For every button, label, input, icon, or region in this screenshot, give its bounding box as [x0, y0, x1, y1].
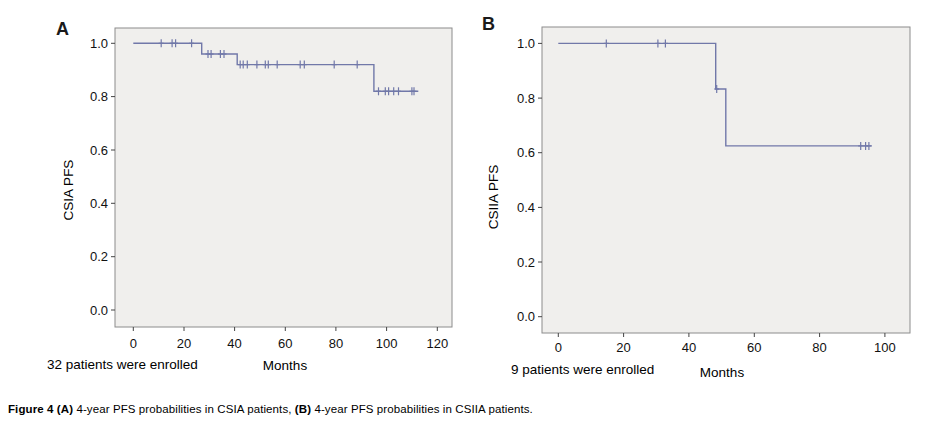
y-tick-label: 0.4 — [517, 200, 535, 215]
km-plot-svg: 0 20 40 60 80 100 1.0 0.8 0.6 0.4 0.2 0.0 — [464, 0, 928, 400]
y-tick-label: 1.0 — [90, 36, 108, 51]
panel-b-footnote: 9 patients were enrolled — [511, 362, 654, 377]
figure-page: A CSIA PFS 0204060801001201.00.80.60.40.… — [0, 0, 928, 433]
x-tick-label: 20 — [616, 340, 630, 355]
panel-a-x-axis-title: Months — [240, 358, 330, 373]
y-tick-label: 0.6 — [90, 143, 108, 158]
x-tick-label: 80 — [329, 336, 343, 351]
caption-bold-run: (B) — [295, 403, 311, 415]
y-tick-label: 0.0 — [517, 309, 535, 324]
panel-B: B CSIIA PFS 0204060801001.00.80.60.40.20… — [464, 0, 928, 400]
y-tick-label: 0.8 — [517, 91, 535, 106]
y-tick-label: 0.0 — [90, 303, 108, 318]
plot-frame — [115, 28, 452, 327]
figure-caption: Figure 4 (A) 4-year PFS probabilities in… — [8, 403, 920, 415]
x-tick-label: 0 — [130, 336, 137, 351]
y-tick-label: 0.6 — [517, 145, 535, 160]
y-tick-label: 1.0 — [517, 36, 535, 51]
x-tick-label: 40 — [227, 336, 241, 351]
panel-A: A CSIA PFS 0204060801001201.00.80.60.40.… — [0, 0, 464, 400]
x-tick-label: 20 — [177, 336, 191, 351]
y-tick-label: 0.8 — [90, 89, 108, 104]
x-tick-label: 100 — [874, 340, 896, 355]
x-tick-label: 120 — [426, 336, 448, 351]
x-tick-label: 60 — [747, 340, 761, 355]
caption-text-run: 4-year PFS probabilities in CSIA patient… — [76, 403, 294, 415]
x-tick-label: 0 — [555, 340, 562, 355]
x-tick-label: 100 — [376, 336, 398, 351]
plot-frame — [542, 27, 910, 333]
panel-a-km-plot: 0 20 40 60 80 100 120 1.0 0.8 0.6 0.4 0.2 0.0 — [0, 0, 464, 400]
x-tick-label: 60 — [278, 336, 292, 351]
panel-b-km-plot: 0 20 40 60 80 100 1.0 0.8 0.6 0.4 0.2 0.0 — [464, 0, 928, 400]
y-tick-label: 0.2 — [517, 255, 535, 270]
x-tick-label: 40 — [682, 340, 696, 355]
panel-b-x-axis-title: Months — [677, 365, 767, 380]
panel-a-footnote: 32 patients were enrolled — [47, 357, 198, 372]
caption-text-run: 4-year PFS probabilities in CSIIA patien… — [311, 403, 533, 415]
y-tick-label: 0.4 — [90, 196, 108, 211]
x-tick-label: 80 — [812, 340, 826, 355]
caption-bold-run: Figure 4 (A) — [8, 403, 76, 415]
y-tick-label: 0.2 — [90, 249, 108, 264]
km-plot-svg: 0 20 40 60 80 100 120 1.0 0.8 0.6 0.4 0.2 0.0 — [0, 0, 464, 400]
